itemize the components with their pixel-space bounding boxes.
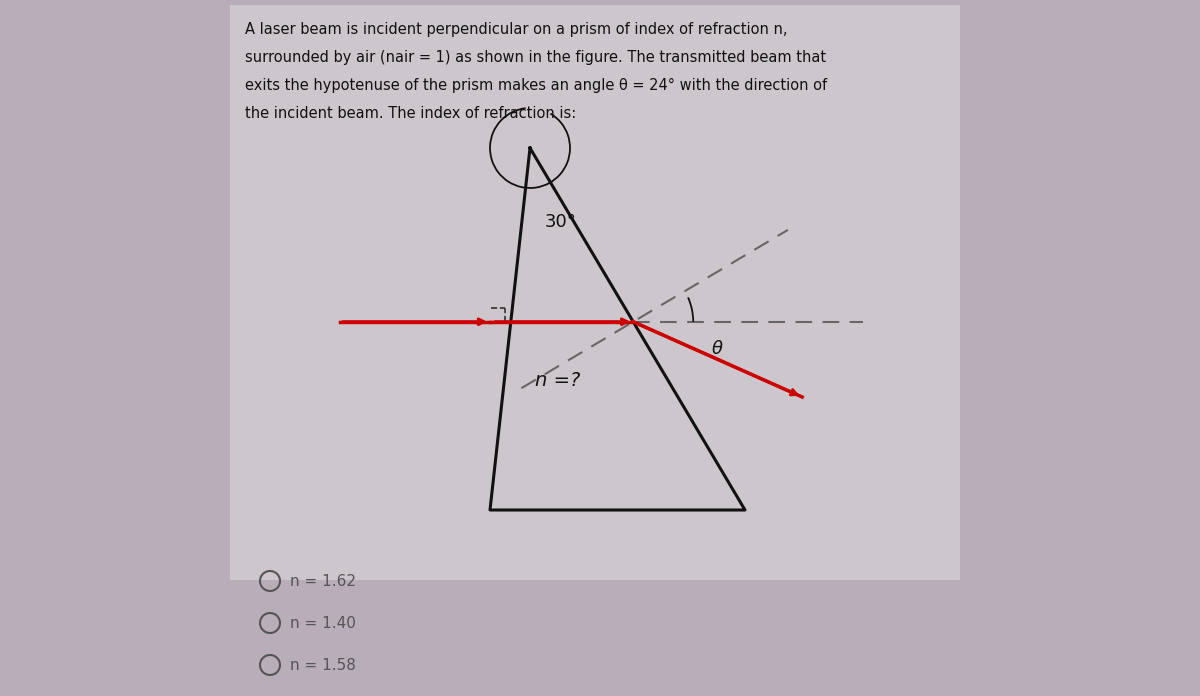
Text: exits the hypotenuse of the prism makes an angle θ = 24° with the direction of: exits the hypotenuse of the prism makes … xyxy=(245,78,827,93)
Text: surrounded by air (nair = 1) as shown in the figure. The transmitted beam that: surrounded by air (nair = 1) as shown in… xyxy=(245,50,826,65)
Text: θ: θ xyxy=(712,340,722,358)
Text: 30°: 30° xyxy=(545,213,577,231)
Text: n = 1.62: n = 1.62 xyxy=(290,574,356,589)
Bar xyxy=(230,5,960,580)
Text: A laser beam is incident perpendicular on a prism of index of refraction n,: A laser beam is incident perpendicular o… xyxy=(245,22,787,37)
Text: n = 1.58: n = 1.58 xyxy=(290,658,356,672)
Text: n = 1.40: n = 1.40 xyxy=(290,615,356,631)
Text: the incident beam. The index of refraction is:: the incident beam. The index of refracti… xyxy=(245,106,576,121)
Text: n =?: n =? xyxy=(535,370,581,390)
